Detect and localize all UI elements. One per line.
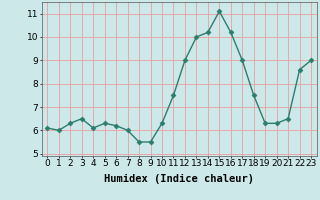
X-axis label: Humidex (Indice chaleur): Humidex (Indice chaleur) <box>104 174 254 184</box>
